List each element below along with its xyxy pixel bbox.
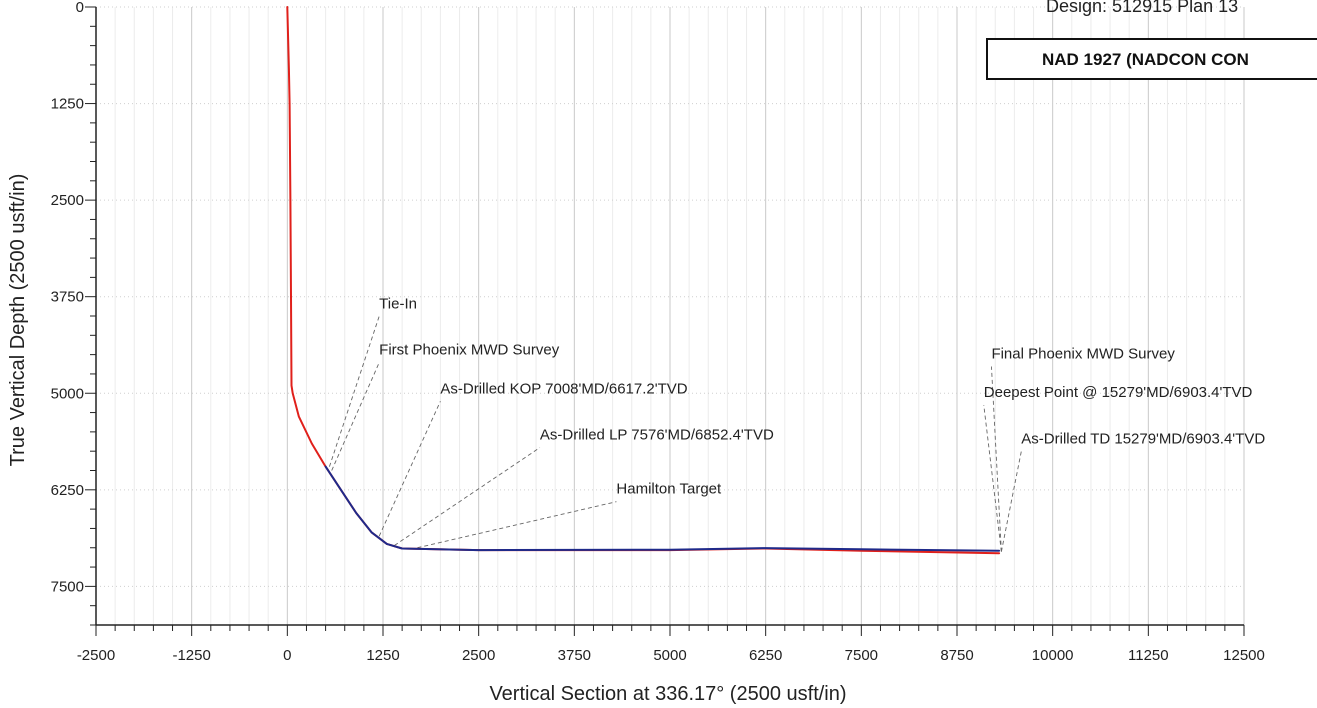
annotation-leader [331,362,380,471]
annotation-label: Tie-In [379,295,417,312]
x-tick-label: 12500 [1223,647,1265,664]
annotation-leader [990,366,1002,552]
y-tick-label: 3750 [51,289,84,306]
x-tick-label: 11250 [1128,647,1169,664]
x-tick-label: 10000 [1032,647,1074,664]
datum-box: NAD 1927 (NADCON CON [986,38,1317,80]
y-tick-label: 0 [76,0,84,16]
x-tick-label: 5000 [653,647,686,664]
annotation-leader [983,405,1002,552]
x-tick-label: 1250 [366,647,399,664]
x-tick-label: 2500 [462,647,495,664]
x-tick-label: 3750 [558,647,591,664]
y-tick-label: 6250 [51,482,84,499]
x-tick-label: 8750 [940,647,973,664]
annotation-leaders [328,316,1022,552]
y-tick-label: 1250 [51,96,84,113]
y-tick-label: 7500 [51,578,84,595]
wellpath-line-blue [324,465,1001,552]
annotation-label: Deepest Point @ 15279'MD/6903.4'TVD [984,384,1253,401]
wellpath-series [286,6,1001,555]
annotation-label: Final Phoenix MWD Survey [991,345,1175,362]
annotation-label: As-Drilled KOP 7008'MD/6617.2'TVD [440,380,687,397]
annotation-leader [1000,451,1022,552]
annotation-leader [394,447,541,546]
x-tick-label: 7500 [845,647,878,664]
annotation-leader [417,501,617,549]
design-label: Design: 512915 Plan 13 [1046,0,1239,16]
x-tick-label: 6250 [749,647,782,664]
annotation-leader [328,316,380,467]
grid-lines [95,6,1245,625]
x-tick-label: -1250 [172,647,210,664]
y-tick-label: 2500 [51,192,84,209]
x-tick-label: -2500 [77,647,115,664]
annotation-label: As-Drilled TD 15279'MD/6903.4'TVD [1021,430,1265,447]
wellpath-line-red [286,6,1001,555]
y-tick-label: 5000 [51,385,84,402]
annotation-label: Hamilton Target [616,481,722,498]
x-tick-label: 0 [283,647,291,664]
y-axis-title: True Vertical Depth (2500 usft/in) [7,174,29,467]
datum-label: NAD 1927 (NADCON CON [1042,50,1249,69]
axes: -2500 -1250 0 1250 2500 3750 5000 6250 7500 8750 1… [51,0,1265,664]
annotation-label: As-Drilled LP 7576'MD/6852.4'TVD [540,427,774,444]
x-axis-title: Vertical Section at 336.17° (2500 usft/i… [489,683,846,705]
annotation-leader [378,401,441,537]
annotation-label: First Phoenix MWD Survey [379,342,560,359]
annotation-labels: Tie-In First Phoenix MWD Survey As-Drilled… [379,295,1265,497]
